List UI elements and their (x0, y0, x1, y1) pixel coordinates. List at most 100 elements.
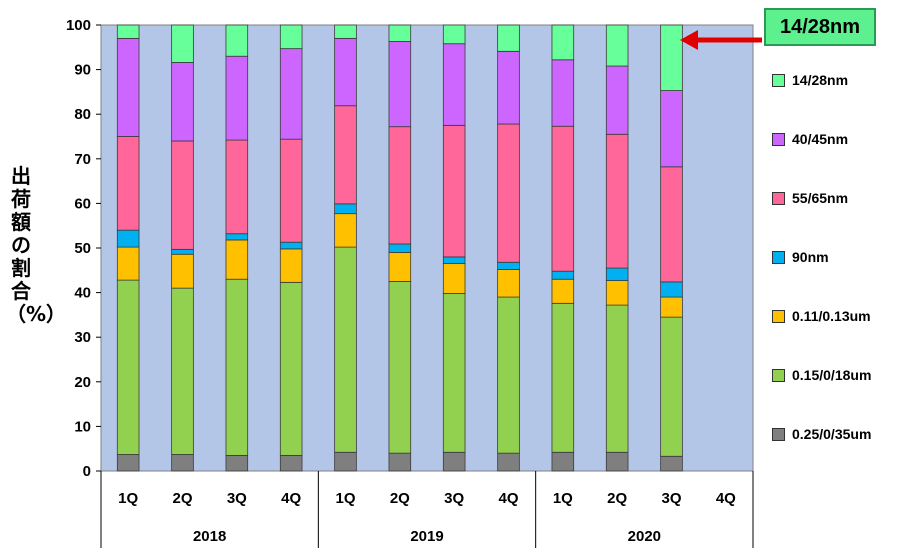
bar-segment (225, 139, 249, 235)
bar-segment (171, 287, 194, 455)
bar-segment (116, 246, 140, 281)
legend-label: 90nm (792, 249, 829, 265)
y-tick-label: 80 (74, 106, 91, 123)
legend-label: 0.11/0.13um (792, 308, 871, 324)
legend-swatch (772, 368, 785, 382)
bar-segment (225, 233, 249, 241)
x-category-label: 1Q (118, 490, 138, 507)
annotation-callout: 14/28nm (764, 8, 876, 46)
y-tick-label: 90 (74, 62, 91, 79)
bar-segment (551, 59, 575, 127)
bar-segment (497, 123, 520, 263)
bar-segment (497, 269, 520, 298)
bar-segment (551, 302, 575, 453)
bar-segment (605, 280, 629, 306)
legend-item: 90nm (772, 249, 829, 265)
bar-segment (225, 239, 249, 280)
y-tick-label: 10 (74, 418, 91, 435)
legend-swatch (772, 73, 785, 87)
bar-segment (442, 263, 466, 294)
bar-segment (497, 296, 520, 454)
bar-segment (279, 281, 303, 456)
bar-segment (225, 454, 249, 472)
bar-segment (225, 24, 249, 57)
legend-item: 40/45nm (772, 131, 848, 147)
bar-segment (225, 278, 249, 456)
x-category-label: 3Q (227, 490, 247, 507)
bar-segment (388, 452, 412, 472)
bar-segment (660, 316, 683, 457)
bar-segment (334, 213, 357, 248)
bar-segment (171, 248, 194, 255)
bar-segment (442, 124, 466, 258)
bar-segment (334, 246, 357, 453)
x-category-label: 4Q (716, 490, 736, 507)
bar-segment (171, 140, 194, 250)
bar-segment (497, 50, 520, 125)
bar-segment (660, 24, 683, 91)
y-axis-label: 出荷額の割合（%） (6, 164, 67, 326)
bar-segment (605, 304, 629, 453)
bar-segment (497, 452, 520, 472)
bar-segment (388, 41, 412, 128)
bar-segment (116, 37, 140, 137)
bar-segment (497, 261, 520, 270)
bar-segment (116, 229, 140, 248)
legend-label: 14/28nm (792, 72, 849, 88)
bar-segment (171, 454, 194, 472)
bar-segment (171, 253, 194, 289)
legend-swatch (772, 191, 785, 205)
bar-segment (388, 24, 412, 42)
bar-segment (551, 125, 575, 272)
x-group-label: 2018 (193, 528, 226, 545)
bar-segment (551, 24, 575, 61)
bar-segment (116, 136, 140, 231)
bar-segment (334, 451, 357, 472)
bars-layer (116, 24, 683, 472)
bar-segment (551, 451, 575, 472)
y-tick-label: 20 (74, 374, 91, 391)
legend-swatch (772, 132, 785, 146)
legend-swatch (772, 250, 785, 264)
y-axis-label-text: 出荷額の割合（%） (6, 164, 67, 326)
x-category-label: 1Q (335, 490, 355, 507)
bar-segment (442, 293, 466, 453)
bar-segment (605, 65, 629, 135)
y-tick-label: 100 (66, 17, 91, 34)
bar-segment (334, 37, 357, 107)
y-tick-label: 60 (74, 195, 91, 212)
bar-segment (334, 105, 357, 205)
bar-segment (605, 24, 629, 67)
legend-swatch (772, 309, 785, 323)
bar-segment (279, 24, 303, 50)
bar-segment (334, 24, 357, 39)
bar-segment (660, 455, 683, 472)
bar-segment (551, 278, 575, 304)
legend-item: 0.15/0/18um (772, 367, 871, 383)
bar-segment (279, 248, 303, 283)
x-category-label: 1Q (553, 490, 573, 507)
y-tick-label: 30 (74, 329, 91, 346)
legend-label: 0.25/0/35um (792, 426, 872, 442)
x-category-label: 2Q (390, 490, 410, 507)
legend-item: 0.25/0/35um (772, 426, 871, 442)
bar-segment (116, 24, 140, 39)
bar-segment (660, 296, 683, 318)
bar-segment (388, 281, 412, 454)
legend-label: 0.15/0/18um (792, 367, 872, 383)
bar-segment (279, 138, 303, 243)
bar-segment (442, 451, 466, 472)
bar-segment (171, 24, 194, 63)
bar-segment (116, 279, 140, 455)
x-category-label: 3Q (661, 490, 681, 507)
bar-segment (279, 48, 303, 140)
x-category-label: 2Q (607, 490, 627, 507)
legend-item: 0.11/0.13um (772, 308, 871, 324)
bar-segment (388, 243, 412, 253)
bar-segment (442, 256, 466, 265)
x-category-label: 2Q (172, 490, 192, 507)
legend-item: 14/28nm (772, 72, 848, 88)
y-tick-label: 70 (74, 151, 91, 168)
plot-area (100, 24, 754, 472)
